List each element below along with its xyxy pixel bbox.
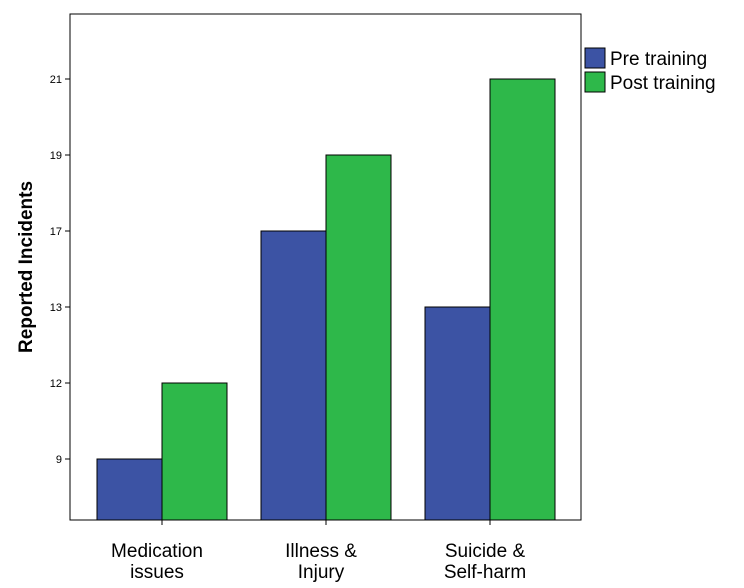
y-tick-label: 17 [50, 226, 62, 238]
bar-pre-0 [96, 458, 163, 521]
y-tick-label: 21 [50, 74, 62, 86]
bar-post-1 [325, 154, 392, 521]
y-tick-label: 13 [50, 302, 62, 314]
x-category-label: Suicide & Self-harm [444, 541, 526, 583]
legend-label: Post training [610, 73, 716, 94]
bars [96, 78, 556, 521]
y-tick-label: 19 [50, 150, 62, 162]
legend-label: Pre training [610, 49, 707, 70]
y-axis-title: Reported Incidents [16, 181, 37, 353]
legend: Pre training Post training [584, 47, 716, 94]
legend-swatch [584, 47, 606, 69]
legend-swatch [584, 71, 606, 93]
bar-pre-2 [424, 306, 491, 521]
x-category-label: Illness & Injury [285, 541, 357, 583]
x-category-label: Medication issues [111, 541, 203, 583]
y-tick-label: 9 [56, 454, 62, 466]
bar-post-2 [489, 78, 556, 521]
y-axis: 9 12 13 17 19 21 [50, 74, 70, 466]
x-axis: Medication issues Illness & Injury Suicide &… [111, 520, 526, 583]
bar-pre-1 [260, 230, 327, 521]
bar-post-0 [161, 382, 228, 521]
y-tick-label: 12 [50, 378, 62, 390]
